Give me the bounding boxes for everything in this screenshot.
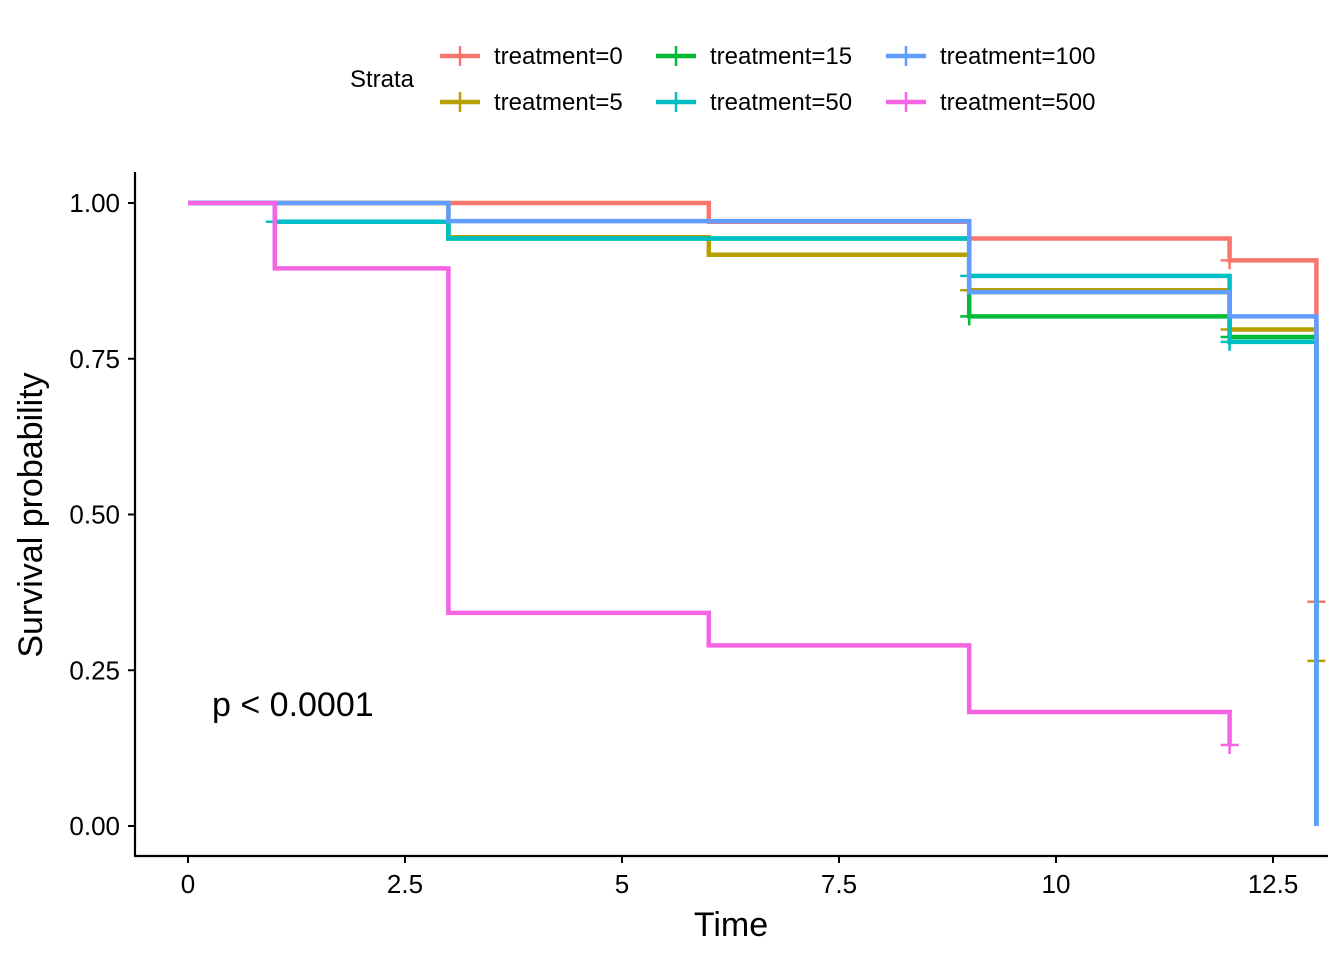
legend-item: treatment=15 xyxy=(656,43,852,70)
censor-mark xyxy=(1220,251,1239,270)
legend: Strata treatment=0 treatment=5 treatment=15… xyxy=(350,43,1095,116)
legend-item: treatment=50 xyxy=(656,89,852,116)
x-tick-label: 2.5 xyxy=(387,869,423,899)
legend-item: treatment=100 xyxy=(886,43,1095,70)
series-line-treatment=5 xyxy=(188,200,1319,661)
legend-label: treatment=15 xyxy=(710,43,852,70)
legend-label: treatment=0 xyxy=(494,43,623,70)
legend-label: treatment=5 xyxy=(494,89,623,116)
series-line-treatment=0 xyxy=(188,200,1319,602)
y-tick-label: 0.00 xyxy=(69,811,120,841)
series-line-treatment=15 xyxy=(188,200,1319,826)
x-tick-label: 7.5 xyxy=(821,869,857,899)
legend-label: treatment=500 xyxy=(940,89,1095,116)
censor-mark xyxy=(1220,736,1239,755)
legend-label: treatment=50 xyxy=(710,89,852,116)
series-line-treatment=100 xyxy=(188,200,1319,826)
legend-item: treatment=5 xyxy=(440,89,623,116)
series-line-treatment=500 xyxy=(188,200,1232,746)
legend-label: treatment=100 xyxy=(940,43,1095,70)
x-tick-label: 10 xyxy=(1042,869,1071,899)
p-value-annotation: p < 0.0001 xyxy=(212,686,374,724)
axes: 0.00 0.25 0.50 0.75 1.00 0 2.5 5 7.5 10 12.5 xyxy=(69,172,1328,899)
legend-item: treatment=500 xyxy=(886,89,1095,116)
plot-series xyxy=(188,200,1326,826)
y-tick-label: 0.75 xyxy=(69,344,120,374)
x-tick-label: 5 xyxy=(615,869,629,899)
censor-mark xyxy=(1220,332,1239,351)
censor-mark xyxy=(960,307,979,326)
x-tick-label: 12.5 xyxy=(1248,869,1299,899)
x-tick-label: 0 xyxy=(181,869,195,899)
y-axis-title: Survival probability xyxy=(12,372,50,657)
y-tick-label: 0.25 xyxy=(69,655,120,685)
y-tick-label: 0.50 xyxy=(69,500,120,530)
legend-title: Strata xyxy=(350,66,415,93)
x-axis-title: Time xyxy=(694,906,768,944)
legend-item: treatment=0 xyxy=(440,43,623,70)
series-line-treatment=50 xyxy=(188,200,1319,826)
y-tick-label: 1.00 xyxy=(69,188,120,218)
